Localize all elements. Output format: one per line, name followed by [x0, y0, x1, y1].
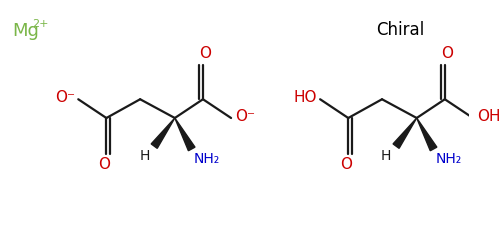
Text: O: O: [199, 46, 211, 61]
Text: O⁻: O⁻: [55, 90, 75, 105]
Text: H: H: [381, 149, 391, 163]
Text: O: O: [98, 157, 110, 172]
Text: OH: OH: [477, 109, 499, 124]
Text: HO: HO: [294, 90, 317, 105]
Polygon shape: [175, 118, 195, 151]
Text: O: O: [340, 157, 352, 172]
Text: NH₂: NH₂: [436, 152, 462, 166]
Text: NH₂: NH₂: [194, 152, 220, 166]
Text: O⁻: O⁻: [235, 109, 255, 124]
Polygon shape: [417, 118, 437, 151]
Text: Mg: Mg: [12, 22, 39, 40]
Text: 2+: 2+: [32, 19, 49, 29]
Text: O: O: [441, 46, 453, 61]
Polygon shape: [151, 118, 175, 148]
Text: Chiral: Chiral: [376, 21, 425, 38]
Text: H: H: [139, 149, 150, 163]
Polygon shape: [393, 118, 417, 148]
